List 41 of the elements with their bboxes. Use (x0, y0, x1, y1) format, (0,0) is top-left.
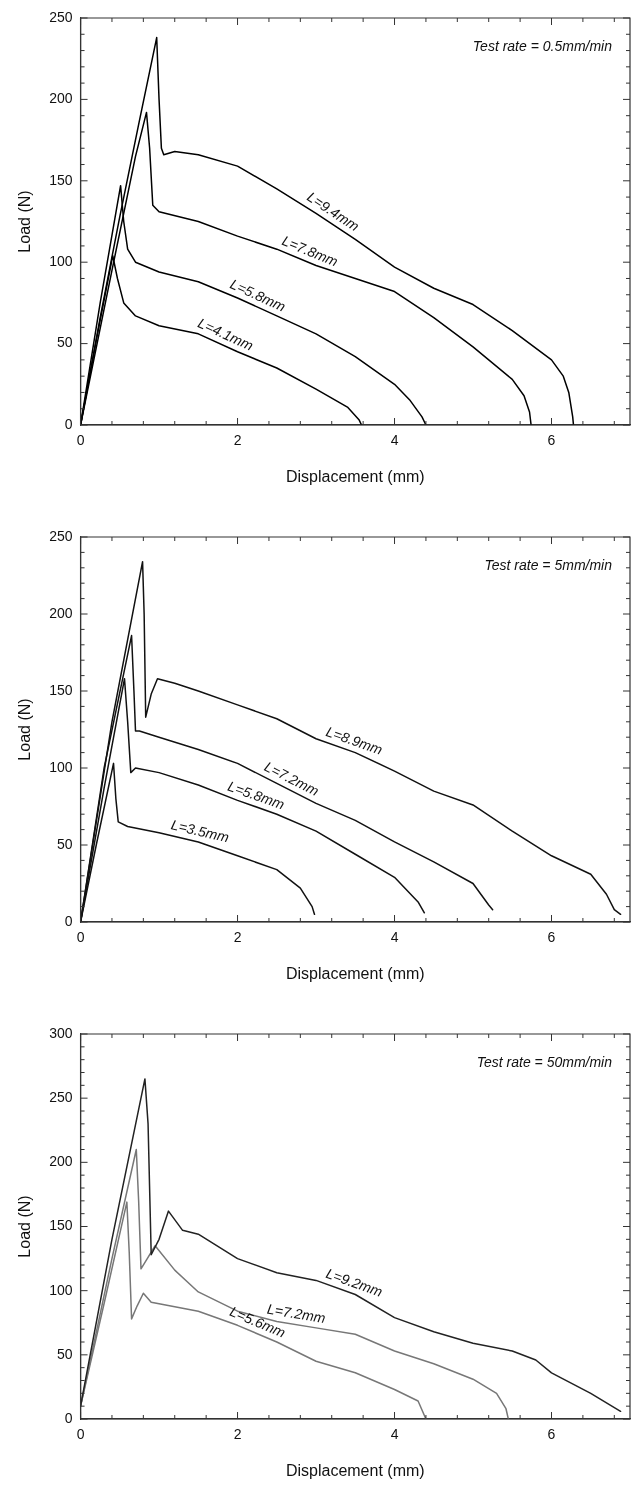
y-tick-label: 100 (49, 1281, 73, 1298)
y-tick-label: 250 (49, 8, 73, 25)
y-axis-title: Load (N) (16, 698, 34, 761)
x-tick-label: 0 (76, 432, 85, 449)
annotation: Test rate = 5mm/min (484, 556, 613, 573)
x-tick-label: 4 (390, 1426, 399, 1443)
y-tick-label: 50 (56, 835, 73, 852)
text: L=3.5mm (169, 816, 231, 846)
x-axis-title: Displacement (mm) (285, 467, 425, 485)
y-tick-label: 150 (49, 1217, 73, 1234)
x-tick-label: 4 (390, 432, 399, 449)
y-tick-label: 0 (64, 1409, 73, 1426)
y-tick-label: 200 (49, 604, 73, 621)
y-tick-label: 100 (49, 253, 73, 270)
y-tick-label: 100 (49, 758, 73, 775)
y-tick-label: 150 (49, 681, 73, 698)
x-tick-label: 6 (547, 929, 556, 946)
y-tick-label: 0 (64, 912, 73, 929)
x-tick-label: 2 (233, 1426, 242, 1443)
x-axis-title: Displacement (mm) (285, 1461, 425, 1479)
y-tick-label: 300 (49, 1024, 73, 1041)
x-tick-label: 0 (76, 1426, 85, 1443)
annotation: Test rate = 50mm/min (476, 1053, 613, 1070)
y-tick-label: 50 (56, 1345, 73, 1362)
y-tick-label: 200 (49, 90, 73, 107)
annotation: Test rate = 0.5mm/min (472, 37, 613, 54)
y-tick-label: 200 (49, 1153, 73, 1170)
x-tick-label: 2 (233, 432, 242, 449)
y-tick-label: 250 (49, 1089, 73, 1106)
x-tick-label: 6 (547, 432, 556, 449)
x-tick-label: 6 (547, 1426, 556, 1443)
y-tick-label: 250 (49, 527, 73, 544)
y-tick-label: 0 (64, 415, 73, 432)
y-tick-label: 50 (56, 334, 73, 351)
x-tick-label: 4 (390, 929, 399, 946)
x-tick-label: 2 (233, 929, 242, 946)
y-tick-label: 150 (49, 171, 73, 188)
x-tick-label: 0 (76, 929, 85, 946)
y-axis-title: Load (N) (16, 190, 34, 253)
y-axis-title: Load (N) (16, 1195, 34, 1258)
x-axis-title: Displacement (mm) (285, 964, 425, 982)
